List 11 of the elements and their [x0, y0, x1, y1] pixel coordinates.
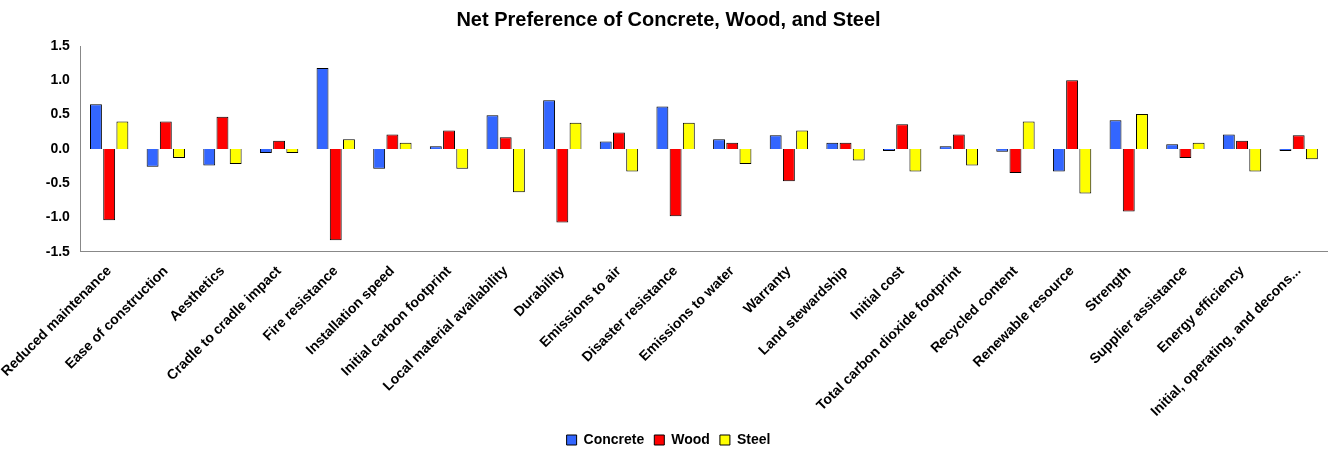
legend-label: Concrete	[583, 430, 645, 447]
y-tick-label: 0.5	[50, 105, 71, 122]
y-tick-label: -0.5	[45, 174, 71, 191]
chart-title: Net Preference of Concrete, Wood, and Steel	[456, 7, 881, 30]
legend-label: Steel	[736, 430, 771, 447]
y-tick-label: -1.5	[45, 242, 71, 259]
y-tick-label: 1.5	[50, 36, 71, 53]
y-tick-label: -1.0	[45, 208, 71, 225]
y-tick-label: 0.0	[50, 139, 71, 156]
legend-label: Wood	[671, 430, 710, 447]
y-tick-label: 1.0	[50, 71, 71, 88]
